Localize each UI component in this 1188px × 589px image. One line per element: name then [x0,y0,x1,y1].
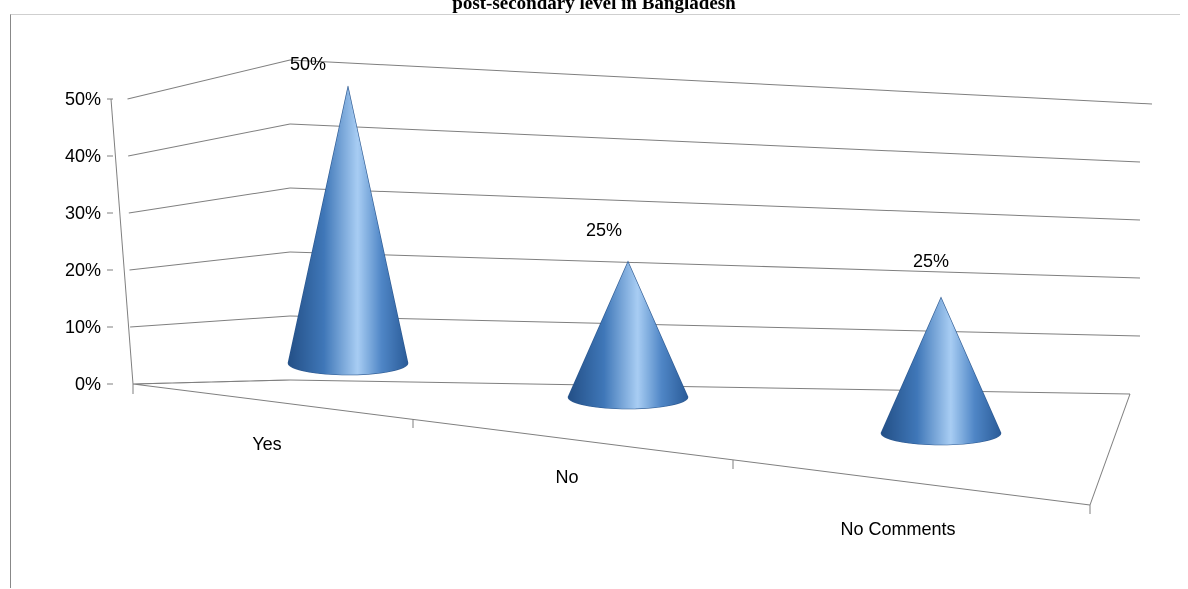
grid-layer [127,59,1153,385]
gridline-back [289,187,1141,221]
floor-right [1089,393,1131,506]
gridline-side [128,123,291,157]
gridline-back [289,251,1141,279]
y-tick-label: 10% [65,317,101,337]
chart-frame [10,14,1180,588]
cone-body [287,85,409,376]
y-tick-label: 0% [75,374,101,394]
y-tick-label: 20% [65,260,101,280]
axis-layer [107,98,1131,514]
floor-back-left [132,379,291,385]
gridline-side [127,59,291,100]
data-label: 50% [290,54,326,74]
gridline-back [289,59,1153,105]
y-axis-line [110,98,134,385]
x-tick-label: No Comments [840,519,955,539]
gridline-side [129,251,291,271]
y-tick-label: 30% [65,203,101,223]
gridline-side [130,315,291,328]
x-tick-label: Yes [252,434,281,454]
floor-back [289,379,1131,395]
data-label: 25% [586,220,622,240]
data-label: 25% [913,251,949,271]
x-tick-label: No [555,467,578,487]
floor-front [132,383,1091,506]
cone-body [880,296,1002,446]
cone-bar-yes [287,85,409,376]
cone-body [567,260,689,410]
labels-layer: 0% 10% 20% 30% 40% 50% 50% Yes 25% No 25% No Commen… [65,54,956,539]
cone-bar-no [567,260,689,410]
y-tick-label: 40% [65,146,101,166]
page-title: post-secondary level in Bangladesh [452,0,736,14]
y-tick-label: 50% [65,89,101,109]
gridline-back [289,123,1141,163]
cone-bar-no-comments [880,296,1002,446]
marks-layer [287,85,1002,446]
gridline-back [289,315,1141,337]
gridline-side [128,187,291,214]
